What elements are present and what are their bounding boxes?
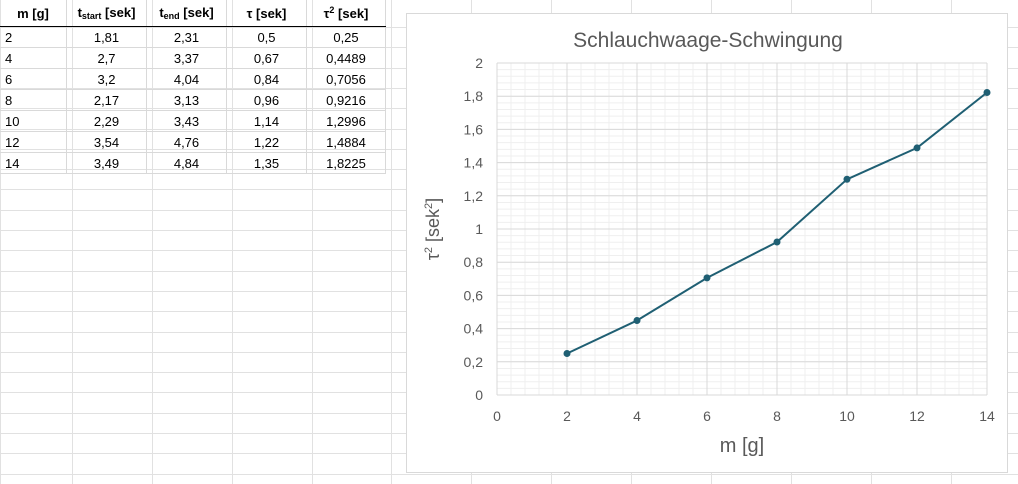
header-tau-squared[interactable]: τ2 [sek] [306, 0, 386, 27]
data-point[interactable] [703, 274, 711, 282]
x-tick-label: 12 [909, 408, 925, 424]
y-tick-label: 0,4 [464, 321, 484, 337]
x-tick-label: 8 [773, 408, 781, 424]
table-cell[interactable]: 4 [0, 47, 67, 69]
x-tick-label: 0 [493, 408, 501, 424]
y-tick-label: 0 [475, 387, 483, 403]
table-row: 8 2,17 3,13 0,96 0,9216 [0, 89, 386, 111]
table-cell[interactable]: 3,37 [146, 47, 227, 69]
table-cell[interactable]: 2,31 [146, 26, 227, 48]
table-cell[interactable]: 0,84 [226, 68, 307, 90]
y-tick-label: 1,8 [464, 88, 484, 104]
data-point[interactable] [983, 88, 991, 96]
x-axis-label: m [g] [720, 435, 764, 457]
table-cell[interactable]: 8 [0, 89, 67, 111]
minor-gridlines [496, 62, 988, 396]
table-row: 12 3,54 4,76 1,22 1,4884 [0, 131, 386, 153]
table-cell[interactable]: 12 [0, 131, 67, 153]
table-cell[interactable]: 6 [0, 68, 67, 90]
table-row: 2 1,81 2,31 0,5 0,25 [0, 26, 386, 48]
y-axis-label: τ2 [sek2] [423, 198, 443, 260]
table-row: 14 3,49 4,84 1,35 1,8225 [0, 152, 386, 174]
x-tick-label: 14 [979, 408, 995, 424]
x-tick-labels: 0 2 4 6 8 10 12 14 [493, 408, 995, 424]
table-row: 10 2,29 3,43 1,14 1,2996 [0, 110, 386, 132]
y-tick-label: 1,2 [464, 188, 484, 204]
table-cell[interactable]: 0,5 [226, 26, 307, 48]
data-point[interactable] [843, 175, 851, 183]
table-cell[interactable]: 2,17 [66, 89, 147, 111]
table-cell[interactable]: 1,14 [226, 110, 307, 132]
table-cell[interactable]: 3,49 [66, 152, 147, 174]
data-table: m [g] tstart [sek] tend [sek] τ [sek] τ2… [0, 0, 386, 174]
table-cell[interactable]: 10 [0, 110, 67, 132]
y-tick-label: 1 [475, 221, 483, 237]
table-cell[interactable]: 3,2 [66, 68, 147, 90]
table-cell[interactable]: 4,04 [146, 68, 227, 90]
table-cell[interactable]: 3,54 [66, 131, 147, 153]
y-tick-label: 0,2 [464, 354, 484, 370]
header-tau[interactable]: τ [sek] [226, 0, 307, 27]
x-tick-label: 4 [633, 408, 641, 424]
table-cell[interactable]: 0,9216 [306, 89, 386, 111]
y-tick-labels: 0 0,2 0,4 0,6 0,8 1 1,2 1,4 1,6 1,8 2 [464, 55, 484, 403]
table-cell[interactable]: 3,43 [146, 110, 227, 132]
major-gridlines [496, 62, 988, 396]
y-tick-label: 2 [475, 55, 483, 71]
table-cell[interactable]: 0,96 [226, 89, 307, 111]
x-tick-label: 6 [703, 408, 711, 424]
table-cell[interactable]: 2,7 [66, 47, 147, 69]
table-cell[interactable]: 14 [0, 152, 67, 174]
y-tick-label: 0,6 [464, 287, 484, 303]
x-tick-label: 2 [563, 408, 571, 424]
header-mass[interactable]: m [g] [0, 0, 67, 27]
table-cell[interactable]: 4,84 [146, 152, 227, 174]
table-cell[interactable]: 0,67 [226, 47, 307, 69]
chart-title: Schlauchwaage-Schwingung [573, 29, 843, 52]
table-cell[interactable]: 0,25 [306, 26, 386, 48]
table-cell[interactable]: 0,4489 [306, 47, 386, 69]
header-t-end[interactable]: tend [sek] [146, 0, 227, 27]
header-t-start[interactable]: tstart [sek] [66, 0, 147, 27]
x-tick-label: 10 [839, 408, 855, 424]
y-tick-label: 1,4 [464, 155, 484, 171]
table-cell[interactable]: 2,29 [66, 110, 147, 132]
table-cell[interactable]: 3,13 [146, 89, 227, 111]
chart-area[interactable]: 0 0,2 0,4 0,6 0,8 1 1,2 1,4 1,6 1,8 2 0 2 4 6 8 10 12 14 … [406, 13, 1008, 473]
data-markers [563, 88, 991, 357]
table-cell[interactable]: 1,2996 [306, 110, 386, 132]
data-point[interactable] [633, 316, 641, 324]
data-point[interactable] [563, 350, 571, 357]
table-cell[interactable]: 4,76 [146, 131, 227, 153]
table-cell[interactable]: 2 [0, 26, 67, 48]
table-cell[interactable]: 0,7056 [306, 68, 386, 90]
data-point[interactable] [913, 144, 921, 152]
table-cell[interactable]: 1,35 [226, 152, 307, 174]
table-cell[interactable]: 1,81 [66, 26, 147, 48]
chart-plot: 00,20,40,60,811,21,41,61,82 0 2 4 6 8 10 12 14 … [423, 29, 995, 457]
table-cell[interactable]: 1,22 [226, 131, 307, 153]
y-tick-label: 1,6 [464, 121, 484, 137]
y-tick-label: 0,8 [464, 254, 484, 270]
table-row: 4 2,7 3,37 0,67 0,4489 [0, 47, 386, 69]
data-point[interactable] [773, 238, 781, 246]
table-cell[interactable]: 1,4884 [306, 131, 386, 153]
table-cell[interactable]: 1,8225 [306, 152, 386, 174]
table-row: 6 3,2 4,04 0,84 0,7056 [0, 68, 386, 90]
table-header-row: m [g] tstart [sek] tend [sek] τ [sek] τ2… [0, 0, 386, 27]
